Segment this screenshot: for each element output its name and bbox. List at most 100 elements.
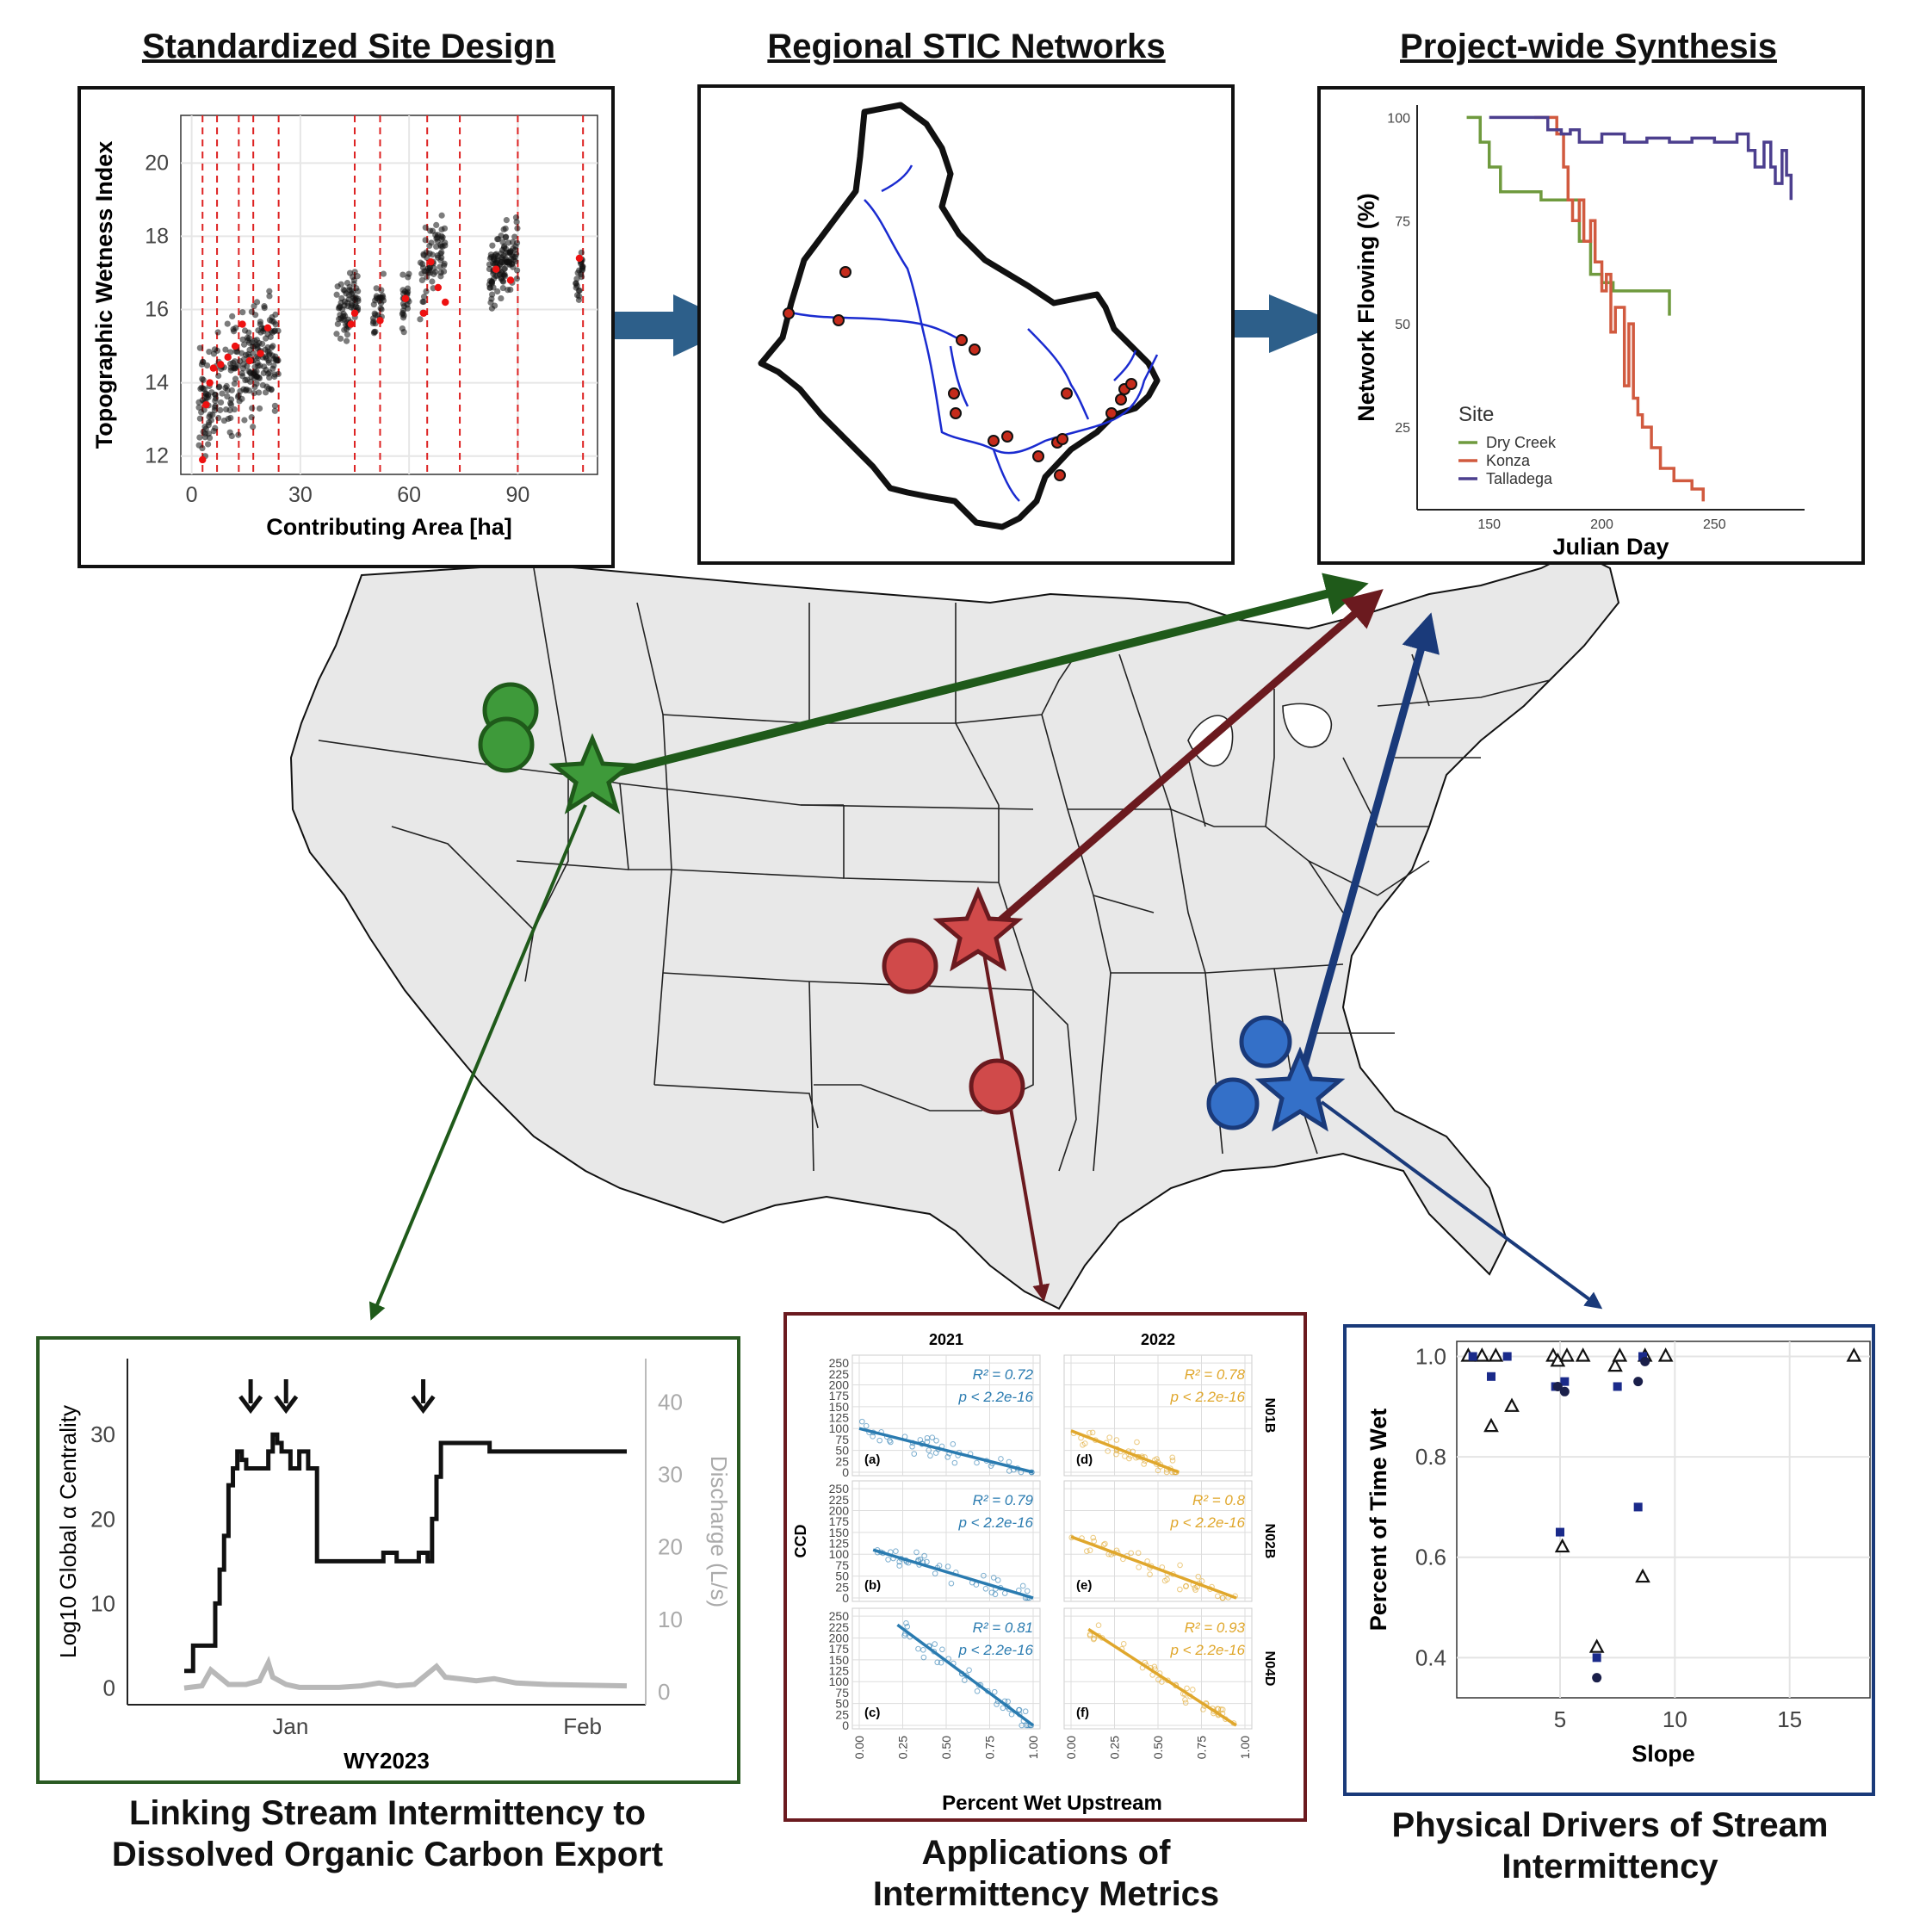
twi-point — [404, 305, 412, 312]
twi-point — [406, 270, 412, 277]
blue-synthesis-arrow — [1296, 612, 1440, 1082]
twi-point — [253, 374, 260, 381]
twi-point — [233, 349, 241, 356]
twi-point — [224, 393, 231, 400]
slope-point-triangle — [1612, 1347, 1628, 1362]
slope-point-square — [1592, 1653, 1601, 1663]
twi-point — [424, 274, 430, 281]
twi-point — [248, 308, 255, 315]
ccd-point — [920, 1654, 927, 1661]
ccd-point — [1192, 1587, 1198, 1593]
twi-point — [202, 430, 209, 437]
centrality-chart: 0 10 20 30 0 10 20 30 40 Jan Feb WY2023 Log10 Global… — [55, 1359, 732, 1774]
ccd-point — [950, 1441, 957, 1447]
ccd-point — [998, 1456, 1004, 1462]
twi-point — [574, 269, 581, 276]
twi-point — [248, 414, 255, 421]
ccd-y-tick: 200 — [829, 1378, 850, 1391]
ccd-fit-line — [896, 1623, 1035, 1727]
ccd-point — [1189, 1687, 1196, 1693]
slope-point-square — [1613, 1382, 1622, 1391]
blue-site-circle-2 — [1206, 1077, 1260, 1130]
slope-point-triangle — [1474, 1347, 1490, 1362]
twi-x-tick: 60 — [397, 483, 421, 507]
twi-point — [513, 219, 520, 226]
ccd-x-tick: 0.50 — [1151, 1736, 1165, 1759]
ccd-point — [924, 1434, 931, 1441]
ccd-y-tick: 175 — [829, 1514, 850, 1528]
twi-point — [486, 265, 493, 273]
ccd-p-label: p < 2.2e-16 — [958, 1514, 1034, 1531]
cent-y-tick: 10 — [90, 1590, 115, 1616]
ccd-point — [893, 1548, 899, 1555]
ccd-y-tick: 75 — [835, 1686, 849, 1700]
ccd-point — [974, 1459, 980, 1466]
twi-point — [441, 260, 448, 267]
twi-point — [513, 239, 521, 246]
ccd-y-tick: 250 — [829, 1482, 850, 1495]
twi-point — [255, 389, 263, 396]
twi-sample-point — [257, 350, 264, 357]
twi-sample-point — [575, 254, 584, 263]
twi-point — [333, 291, 340, 298]
ccd-y-tick: 175 — [829, 1389, 850, 1403]
twi-point — [500, 226, 507, 233]
blue-panel-arrow — [1320, 1100, 1603, 1310]
ccd-y-tick: 250 — [829, 1356, 850, 1370]
twi-sample-point — [206, 379, 214, 387]
slope-x-tick: 15 — [1777, 1706, 1802, 1732]
twi-point — [377, 305, 384, 312]
twi-point — [271, 371, 278, 378]
twi-point — [250, 424, 257, 430]
twi-point — [419, 261, 426, 268]
twi-sample-point — [347, 320, 356, 328]
flow-y-tick: 50 — [1395, 318, 1410, 332]
cent-discharge-line — [183, 1656, 628, 1691]
flow-legend-label: Talladega — [1486, 470, 1553, 487]
doc-caption-line2: Dissolved Organic Carbon Export — [111, 1836, 664, 1873]
twi-point — [231, 365, 238, 372]
twi-x-tick: 0 — [186, 483, 198, 507]
twi-point — [352, 294, 359, 301]
twi-point — [494, 288, 501, 295]
twi-point — [225, 415, 232, 423]
event-arrowhead-icon — [274, 1395, 299, 1415]
ccd-point — [863, 1422, 870, 1429]
slope-y-tick: 0.6 — [1415, 1545, 1446, 1570]
twi-point — [503, 217, 510, 224]
ccd-y-tick: 125 — [829, 1664, 850, 1678]
ccd-x-tick: 0.75 — [1195, 1736, 1209, 1759]
twi-point — [573, 276, 580, 282]
ccd-point — [1089, 1429, 1096, 1436]
ccd-point — [1095, 1622, 1102, 1629]
ccd-point — [1091, 1635, 1098, 1642]
twi-x-tick: 30 — [288, 483, 313, 507]
red-site-circle-2 — [969, 1058, 1025, 1115]
twi-point — [196, 415, 203, 422]
stic-network-panel — [697, 84, 1235, 565]
ccd-y-tick: 0 — [842, 1591, 849, 1605]
ccd-point — [1164, 1576, 1170, 1582]
twi-sample-point — [199, 455, 207, 464]
twi-point — [223, 406, 230, 413]
ccd-y-tick: 200 — [829, 1631, 850, 1644]
twi-panel: 0 30 60 90 12 14 16 18 20 Contributing Area [ha] T… — [77, 86, 615, 568]
twi-point — [263, 335, 269, 342]
twi-point — [428, 239, 435, 246]
drivers-panel: 5 10 15 0.4 0.6 0.8 1.0 Slope Percent of Time We… — [1343, 1324, 1875, 1796]
twi-point — [231, 381, 238, 387]
ccd-panel-label: (e) — [1076, 1578, 1092, 1593]
twi-point — [211, 404, 218, 411]
ccd-point — [951, 1459, 958, 1466]
ccd-y-tick: 150 — [829, 1526, 850, 1539]
twi-point — [210, 428, 217, 435]
ccd-panel-label: (a) — [864, 1452, 880, 1467]
cent-x-tick: Feb — [563, 1713, 602, 1739]
slope-point-triangle — [1588, 1638, 1605, 1653]
twi-point — [378, 287, 385, 294]
twi-point — [198, 361, 206, 368]
twi-point — [227, 349, 234, 356]
twi-point — [514, 267, 521, 274]
cent-y2-tick: 20 — [658, 1534, 683, 1560]
